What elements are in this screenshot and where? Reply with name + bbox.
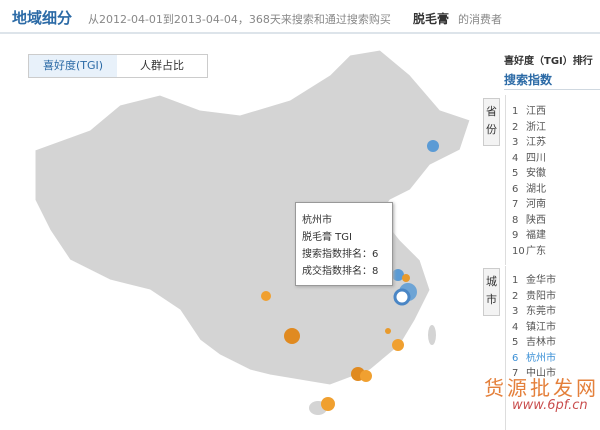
rank-name: 镇江市 — [526, 321, 556, 333]
rank-row[interactable]: 1 江西 — [512, 102, 546, 117]
watermark-url: www.6pf.cn — [512, 398, 588, 413]
rank: 6 — [512, 352, 519, 364]
rank: 6 — [512, 183, 519, 195]
rank-row[interactable]: 5 安徽 — [512, 164, 546, 179]
rank-name: 安徽 — [526, 168, 546, 179]
rank-name: 吉林市 — [526, 337, 556, 348]
rank-row[interactable]: 8 陕西 — [512, 211, 546, 226]
panel-subtitle[interactable]: 搜索指数 — [504, 73, 553, 87]
rank-row[interactable]: 2 贵阳市 — [512, 287, 556, 302]
rank-name: 东莞市 — [526, 306, 556, 317]
rank: 2 — [512, 290, 519, 302]
rank-row[interactable]: 3 江苏 — [512, 133, 546, 148]
rank-row[interactable]: 7 中山市 — [512, 364, 556, 379]
subtitle: 从2012-04-01到2013-04-04，368天来搜索和通过搜索购买 — [88, 13, 391, 26]
rank: 5 — [512, 337, 519, 348]
rank-name: 江西 — [526, 106, 546, 117]
map-dots — [261, 140, 439, 411]
rank-name: 广东 — [526, 245, 546, 257]
map — [34, 49, 471, 415]
list-border — [505, 266, 506, 430]
rank-name: 湖北 — [526, 183, 546, 195]
rank-name: 浙江 — [526, 121, 546, 133]
rank: 9 — [512, 230, 519, 241]
rank: 3 — [512, 137, 519, 148]
rank-row[interactable]: 1 金华市 — [512, 271, 556, 286]
rank: 1 — [512, 106, 519, 117]
rank-name: 贵阳市 — [526, 290, 556, 302]
watermark: 货源批发网 — [484, 376, 599, 400]
rank-name: 福建 — [526, 230, 546, 241]
title: 地域细分 — [12, 9, 73, 27]
rank-row[interactable]: 3 东莞市 — [512, 302, 556, 317]
rank-name: 金华市 — [526, 275, 556, 286]
keyword: 脱毛膏 — [413, 12, 450, 26]
rank-name: 江苏 — [526, 137, 546, 148]
rank-row[interactable]: 5 吉林市 — [512, 333, 556, 348]
rank: 7 — [512, 199, 519, 210]
tooltip-city: 杭州市 — [302, 215, 332, 226]
rank-row[interactable]: 9 福建 — [512, 226, 546, 241]
china-map — [34, 49, 471, 386]
panel-title: 喜好度（TGI）排行 — [504, 56, 593, 67]
header — [0, 0, 600, 34]
tab-tgi[interactable]: 喜好度(TGI) — [29, 55, 117, 77]
rank: 7 — [512, 368, 519, 379]
subtitle-suffix: 的消费者 — [458, 13, 502, 26]
divider — [504, 89, 600, 90]
rank-row[interactable]: 6 杭州市 — [512, 349, 556, 364]
province-tab[interactable]: 省份 — [483, 98, 500, 146]
tooltip-line: 成交指数排名：8 — [302, 266, 379, 277]
tooltip-line: 脱毛膏 TGI — [302, 232, 352, 243]
taiwan — [428, 325, 436, 345]
rank: 4 — [512, 152, 519, 164]
rank-name: 中山市 — [526, 368, 556, 379]
rank: 5 — [512, 168, 519, 179]
rank-row[interactable]: 4 镇江市 — [512, 318, 556, 333]
city-tab[interactable]: 城市 — [483, 268, 500, 316]
tooltip-line: 搜索指数排名：6 — [302, 249, 379, 260]
rank: 8 — [512, 214, 519, 226]
rank-name: 陕西 — [526, 214, 546, 226]
rank: 3 — [512, 306, 519, 317]
rank-row[interactable]: 7 河南 — [512, 195, 546, 210]
list-border — [505, 95, 506, 265]
tab-share[interactable]: 人群占比 — [140, 59, 184, 72]
rank-name: 河南 — [526, 199, 546, 210]
rank: 1 — [512, 275, 519, 286]
rank-row[interactable]: 6 湖北 — [512, 180, 546, 195]
rank-name: 四川 — [526, 152, 546, 164]
rank-row[interactable]: 4 四川 — [512, 149, 546, 164]
tooltip — [295, 202, 393, 286]
rank: 10 — [512, 245, 525, 257]
rank: 2 — [512, 121, 519, 133]
rank-row[interactable]: 10广东 — [512, 242, 546, 257]
rank-name: 杭州市 — [526, 352, 556, 364]
rank-row[interactable]: 2 浙江 — [512, 118, 546, 133]
rank: 4 — [512, 321, 519, 333]
